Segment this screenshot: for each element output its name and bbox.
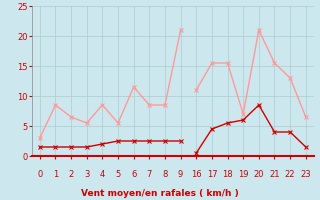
Text: Vent moyen/en rafales ( km/h ): Vent moyen/en rafales ( km/h ): [81, 189, 239, 198]
